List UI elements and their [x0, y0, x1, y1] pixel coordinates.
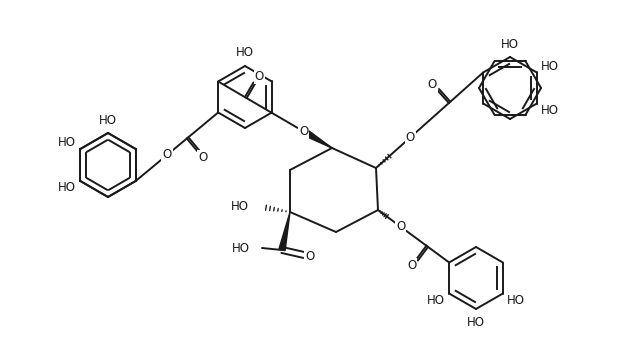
- Text: HO: HO: [236, 45, 254, 59]
- Text: HO: HO: [467, 316, 485, 328]
- Text: HO: HO: [59, 136, 76, 149]
- Text: HO: HO: [59, 181, 76, 194]
- Text: HO: HO: [99, 114, 117, 126]
- Polygon shape: [279, 212, 290, 251]
- Polygon shape: [305, 131, 332, 148]
- Text: O: O: [198, 151, 207, 164]
- Text: HO: HO: [541, 104, 559, 116]
- Text: O: O: [406, 131, 415, 144]
- Text: HO: HO: [507, 294, 525, 306]
- Text: HO: HO: [501, 38, 519, 50]
- Text: O: O: [255, 70, 264, 83]
- Text: HO: HO: [427, 294, 445, 306]
- Text: O: O: [163, 148, 172, 162]
- Text: O: O: [427, 78, 437, 91]
- Text: O: O: [305, 251, 315, 263]
- Text: HO: HO: [232, 241, 250, 255]
- Text: HO: HO: [541, 60, 559, 72]
- Text: O: O: [299, 125, 308, 138]
- Text: O: O: [396, 220, 406, 233]
- Text: O: O: [407, 259, 416, 272]
- Text: HO: HO: [231, 201, 249, 213]
